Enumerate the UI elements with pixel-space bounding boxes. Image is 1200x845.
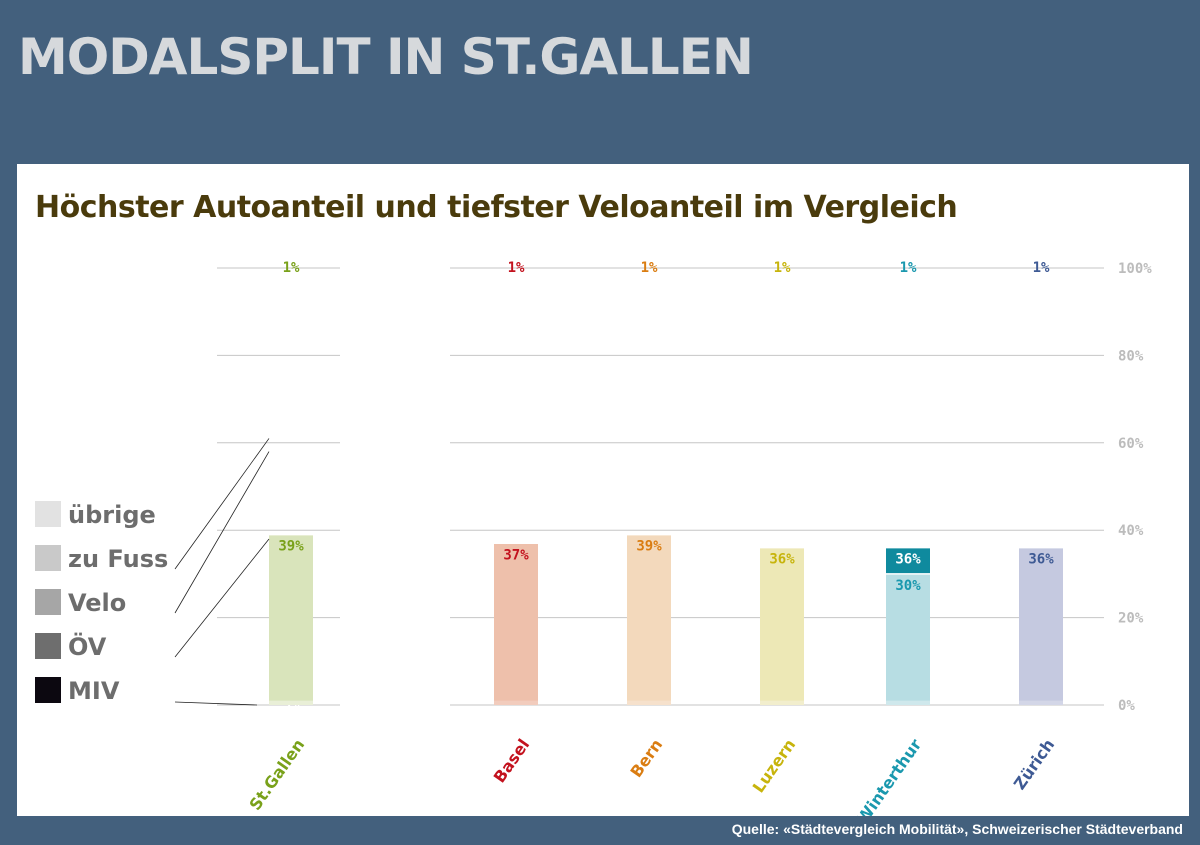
bar-value-label: 1%: [774, 260, 791, 276]
bar-value-label: 1%: [900, 260, 917, 276]
bar-value-label: 37%: [503, 547, 529, 563]
legend-connector: [174, 438, 270, 570]
bar-value-label: 36%: [769, 552, 795, 568]
city-label-stgallen: St.Gallen: [245, 735, 308, 813]
legend-swatch-übrige: [35, 501, 61, 527]
bar-value-label: 1%: [641, 260, 658, 276]
bar-value-label: 36%: [1028, 552, 1054, 568]
bar-segment-stgallen-zu-fuss: [269, 534, 313, 705]
y-tick-label: 60%: [1118, 436, 1144, 452]
legend-connector: [174, 701, 258, 706]
bar-segment-stgallen-übrige: [269, 700, 313, 705]
bar-value-label: 39%: [278, 539, 304, 555]
bar-segment-winterthur-zu-fuss: [886, 573, 930, 705]
modal-split-chart: 0%20%40%60%80%100%38%20%3%39%1%St.Gallen…: [35, 260, 1152, 816]
bar-segment-zürich-übrige: [1019, 700, 1063, 705]
bar-value-label: 1%: [508, 260, 525, 276]
y-tick-label: 100%: [1118, 261, 1152, 277]
y-tick-label: 40%: [1118, 523, 1144, 539]
legend-label-übrige: übrige: [68, 501, 156, 529]
y-tick-label: 20%: [1118, 611, 1144, 627]
bar-value-label: 1%: [1033, 260, 1050, 276]
city-label-winterthur: Winterthur: [853, 735, 926, 816]
bar-value-label: 39%: [636, 539, 662, 555]
city-label-basel: Basel: [490, 735, 534, 786]
bar-value-label: 1%: [283, 260, 300, 276]
bar-segment-basel-übrige: [494, 700, 538, 705]
slide-title: MODALSPLIT IN ST.GALLEN: [18, 28, 754, 86]
legend-connector: [174, 451, 270, 614]
legend-swatch-miv: [35, 677, 61, 703]
legend-connector: [174, 538, 270, 658]
legend-label-zu-fuss: zu Fuss: [68, 545, 168, 573]
legend-swatch-öv: [35, 633, 61, 659]
bar-segment-basel-zu-fuss: [494, 543, 538, 705]
chart-title: Höchster Autoanteil und tiefster Veloant…: [35, 190, 958, 225]
y-tick-label: 80%: [1118, 348, 1144, 364]
legend-label-velo: Velo: [68, 589, 126, 617]
bar-segment-bern-zu-fuss: [627, 534, 671, 705]
legend-label-miv: MIV: [68, 677, 120, 705]
bar-value-label: 36%: [895, 552, 921, 568]
bar-value-label: 30%: [895, 578, 921, 594]
city-label-luzern: Luzern: [749, 735, 800, 796]
bar-segment-bern-übrige: [627, 700, 671, 705]
bar-segment-winterthur-übrige: [886, 700, 930, 705]
legend-swatch-velo: [35, 589, 61, 615]
legend-swatch-zu-fuss: [35, 545, 61, 571]
legend-label-öv: ÖV: [68, 631, 107, 661]
source-note: Quelle: «Städtevergleich Mobilität», Sch…: [731, 821, 1183, 837]
bar-segment-zürich-zu-fuss: [1019, 547, 1063, 705]
city-label-bern: Bern: [626, 735, 666, 781]
y-tick-label: 0%: [1118, 698, 1135, 714]
chart-panel: Höchster Autoanteil und tiefster Veloant…: [17, 164, 1189, 816]
bar-segment-luzern-übrige: [760, 700, 804, 705]
city-label-zürich: Zürich: [1010, 735, 1058, 793]
bar-segment-luzern-zu-fuss: [760, 547, 804, 705]
